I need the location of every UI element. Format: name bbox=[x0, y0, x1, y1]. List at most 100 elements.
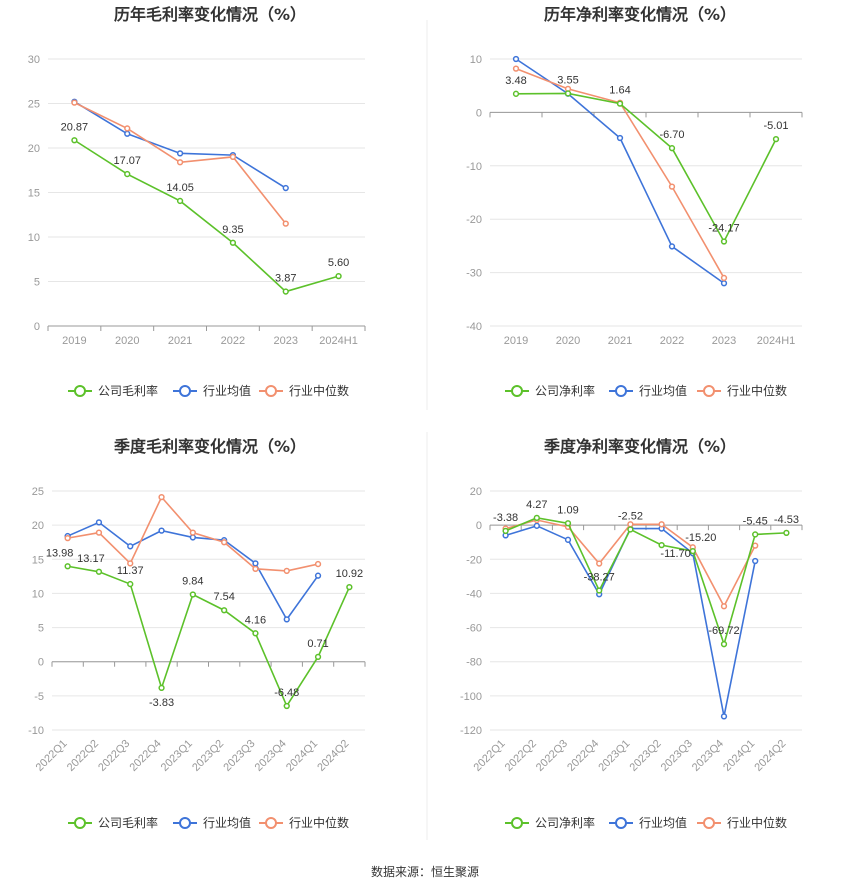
y-tick-label: 20 bbox=[32, 520, 44, 532]
legend-marker bbox=[179, 385, 191, 397]
data-label: 9.84 bbox=[182, 576, 203, 588]
data-point bbox=[158, 684, 165, 692]
data-point bbox=[64, 563, 71, 570]
x-tick-label: 2023 bbox=[274, 335, 298, 347]
data-label: 4.27 bbox=[526, 499, 547, 511]
data-label: 3.48 bbox=[505, 75, 526, 87]
y-tick-label: 10 bbox=[32, 588, 44, 600]
data-point bbox=[668, 145, 676, 152]
legend-label: 行业中位数 bbox=[727, 383, 787, 398]
legend-marker bbox=[511, 817, 523, 829]
x-tick-label: 2022Q4 bbox=[565, 738, 601, 774]
x-tick-label: 2024Q2 bbox=[752, 738, 788, 774]
data-point bbox=[124, 125, 131, 132]
data-label: 13.98 bbox=[46, 547, 74, 559]
chart-2: 历年净利率变化情况（%） -40 -30 -20 -10 0 10 2019 2020 2021 2… bbox=[466, 5, 803, 398]
data-label: 1.64 bbox=[609, 85, 630, 97]
data-label: 17.07 bbox=[113, 155, 141, 167]
legend-marker bbox=[265, 817, 277, 829]
y-tick-label: 15 bbox=[32, 554, 44, 566]
y-tick-label: 5 bbox=[34, 277, 40, 289]
data-point bbox=[189, 591, 197, 598]
y-tick-label: 10 bbox=[470, 54, 482, 66]
x-tick-label: 2022 bbox=[221, 335, 245, 347]
y-tick-label: 15 bbox=[28, 188, 40, 200]
x-tick-label: 2022Q1 bbox=[472, 738, 508, 774]
legend-marker bbox=[615, 817, 627, 829]
x-tick-label: 2023Q1 bbox=[159, 738, 195, 774]
chart-4: 季度净利率变化情况（%） -120 -100 -80 -60 -40 -20 0 20 2022Q… bbox=[460, 437, 803, 830]
data-point bbox=[346, 583, 353, 591]
x-tick-label: 2023Q4 bbox=[690, 738, 726, 774]
data-label: 4.16 bbox=[245, 614, 266, 626]
x-tick-label: 2023Q3 bbox=[659, 738, 695, 774]
data-label: 1.09 bbox=[557, 504, 578, 516]
data-point bbox=[512, 55, 520, 63]
data-label: -4.53 bbox=[774, 514, 799, 526]
chart-title: 历年毛利率变化情况（%） bbox=[114, 5, 306, 24]
legend-label: 公司毛利率 bbox=[98, 815, 158, 830]
y-tick-label: 10 bbox=[28, 232, 40, 244]
data-point bbox=[229, 239, 237, 246]
data-label: -6.48 bbox=[274, 687, 299, 699]
data-point bbox=[668, 183, 676, 190]
legend-marker bbox=[511, 385, 523, 397]
x-tick-label: 2024Q1 bbox=[284, 738, 320, 774]
y-tick-label: -40 bbox=[466, 321, 482, 333]
data-point bbox=[95, 519, 103, 526]
y-tick-label: 5 bbox=[38, 623, 44, 635]
x-tick-label: 2019 bbox=[62, 335, 86, 347]
data-point bbox=[221, 607, 228, 614]
data-point bbox=[283, 567, 290, 575]
data-point bbox=[335, 273, 342, 280]
data-label: -3.38 bbox=[493, 512, 518, 524]
data-point bbox=[282, 288, 289, 295]
x-tick-label: 2024H1 bbox=[319, 335, 358, 347]
x-tick-label: 2020 bbox=[556, 335, 580, 347]
x-tick-label: 2022Q4 bbox=[127, 738, 163, 774]
legend-label: 行业中位数 bbox=[289, 815, 349, 830]
x-tick-label: 2022Q3 bbox=[96, 738, 132, 774]
x-tick-label: 2023Q4 bbox=[253, 738, 289, 774]
data-point bbox=[221, 539, 228, 546]
y-tick-label: -120 bbox=[460, 725, 482, 737]
legend-marker bbox=[703, 817, 715, 829]
y-tick-label: 0 bbox=[34, 321, 40, 333]
data-label: 20.87 bbox=[61, 121, 89, 133]
x-tick-label: 2024H1 bbox=[757, 335, 796, 347]
data-point bbox=[127, 580, 134, 588]
data-point bbox=[314, 560, 322, 568]
y-tick-label: -20 bbox=[466, 214, 482, 226]
series-line bbox=[67, 565, 351, 708]
y-tick-label: 0 bbox=[476, 107, 482, 119]
x-tick-label: 2023Q3 bbox=[221, 738, 257, 774]
x-tick-label: 2021 bbox=[608, 335, 632, 347]
data-label: -2.52 bbox=[618, 510, 643, 522]
data-label: 0.71 bbox=[307, 638, 328, 650]
data-label: -15.20 bbox=[685, 532, 716, 544]
data-label: 5.60 bbox=[328, 257, 349, 269]
data-point bbox=[783, 529, 790, 537]
y-tick-label: -10 bbox=[28, 725, 44, 737]
data-point bbox=[512, 90, 520, 97]
data-label: 9.35 bbox=[222, 224, 243, 236]
data-point bbox=[95, 568, 103, 575]
y-tick-label: 0 bbox=[38, 657, 44, 669]
data-label: -5.45 bbox=[743, 515, 768, 527]
x-tick-label: 2023Q1 bbox=[596, 738, 632, 774]
data-point bbox=[71, 99, 78, 106]
data-label: -3.83 bbox=[149, 697, 174, 709]
data-label: -38.27 bbox=[584, 571, 615, 583]
data-label: -24.17 bbox=[708, 222, 739, 234]
data-point bbox=[720, 280, 728, 287]
data-label: 11.37 bbox=[117, 565, 144, 577]
data-point bbox=[564, 536, 572, 543]
series-line bbox=[515, 92, 777, 244]
data-point bbox=[158, 527, 165, 534]
legend-marker bbox=[265, 385, 277, 397]
data-point bbox=[283, 616, 290, 623]
data-point bbox=[71, 137, 78, 144]
x-tick-label: 2023Q2 bbox=[190, 738, 226, 774]
data-point bbox=[176, 197, 184, 205]
y-tick-label: -10 bbox=[466, 161, 482, 173]
